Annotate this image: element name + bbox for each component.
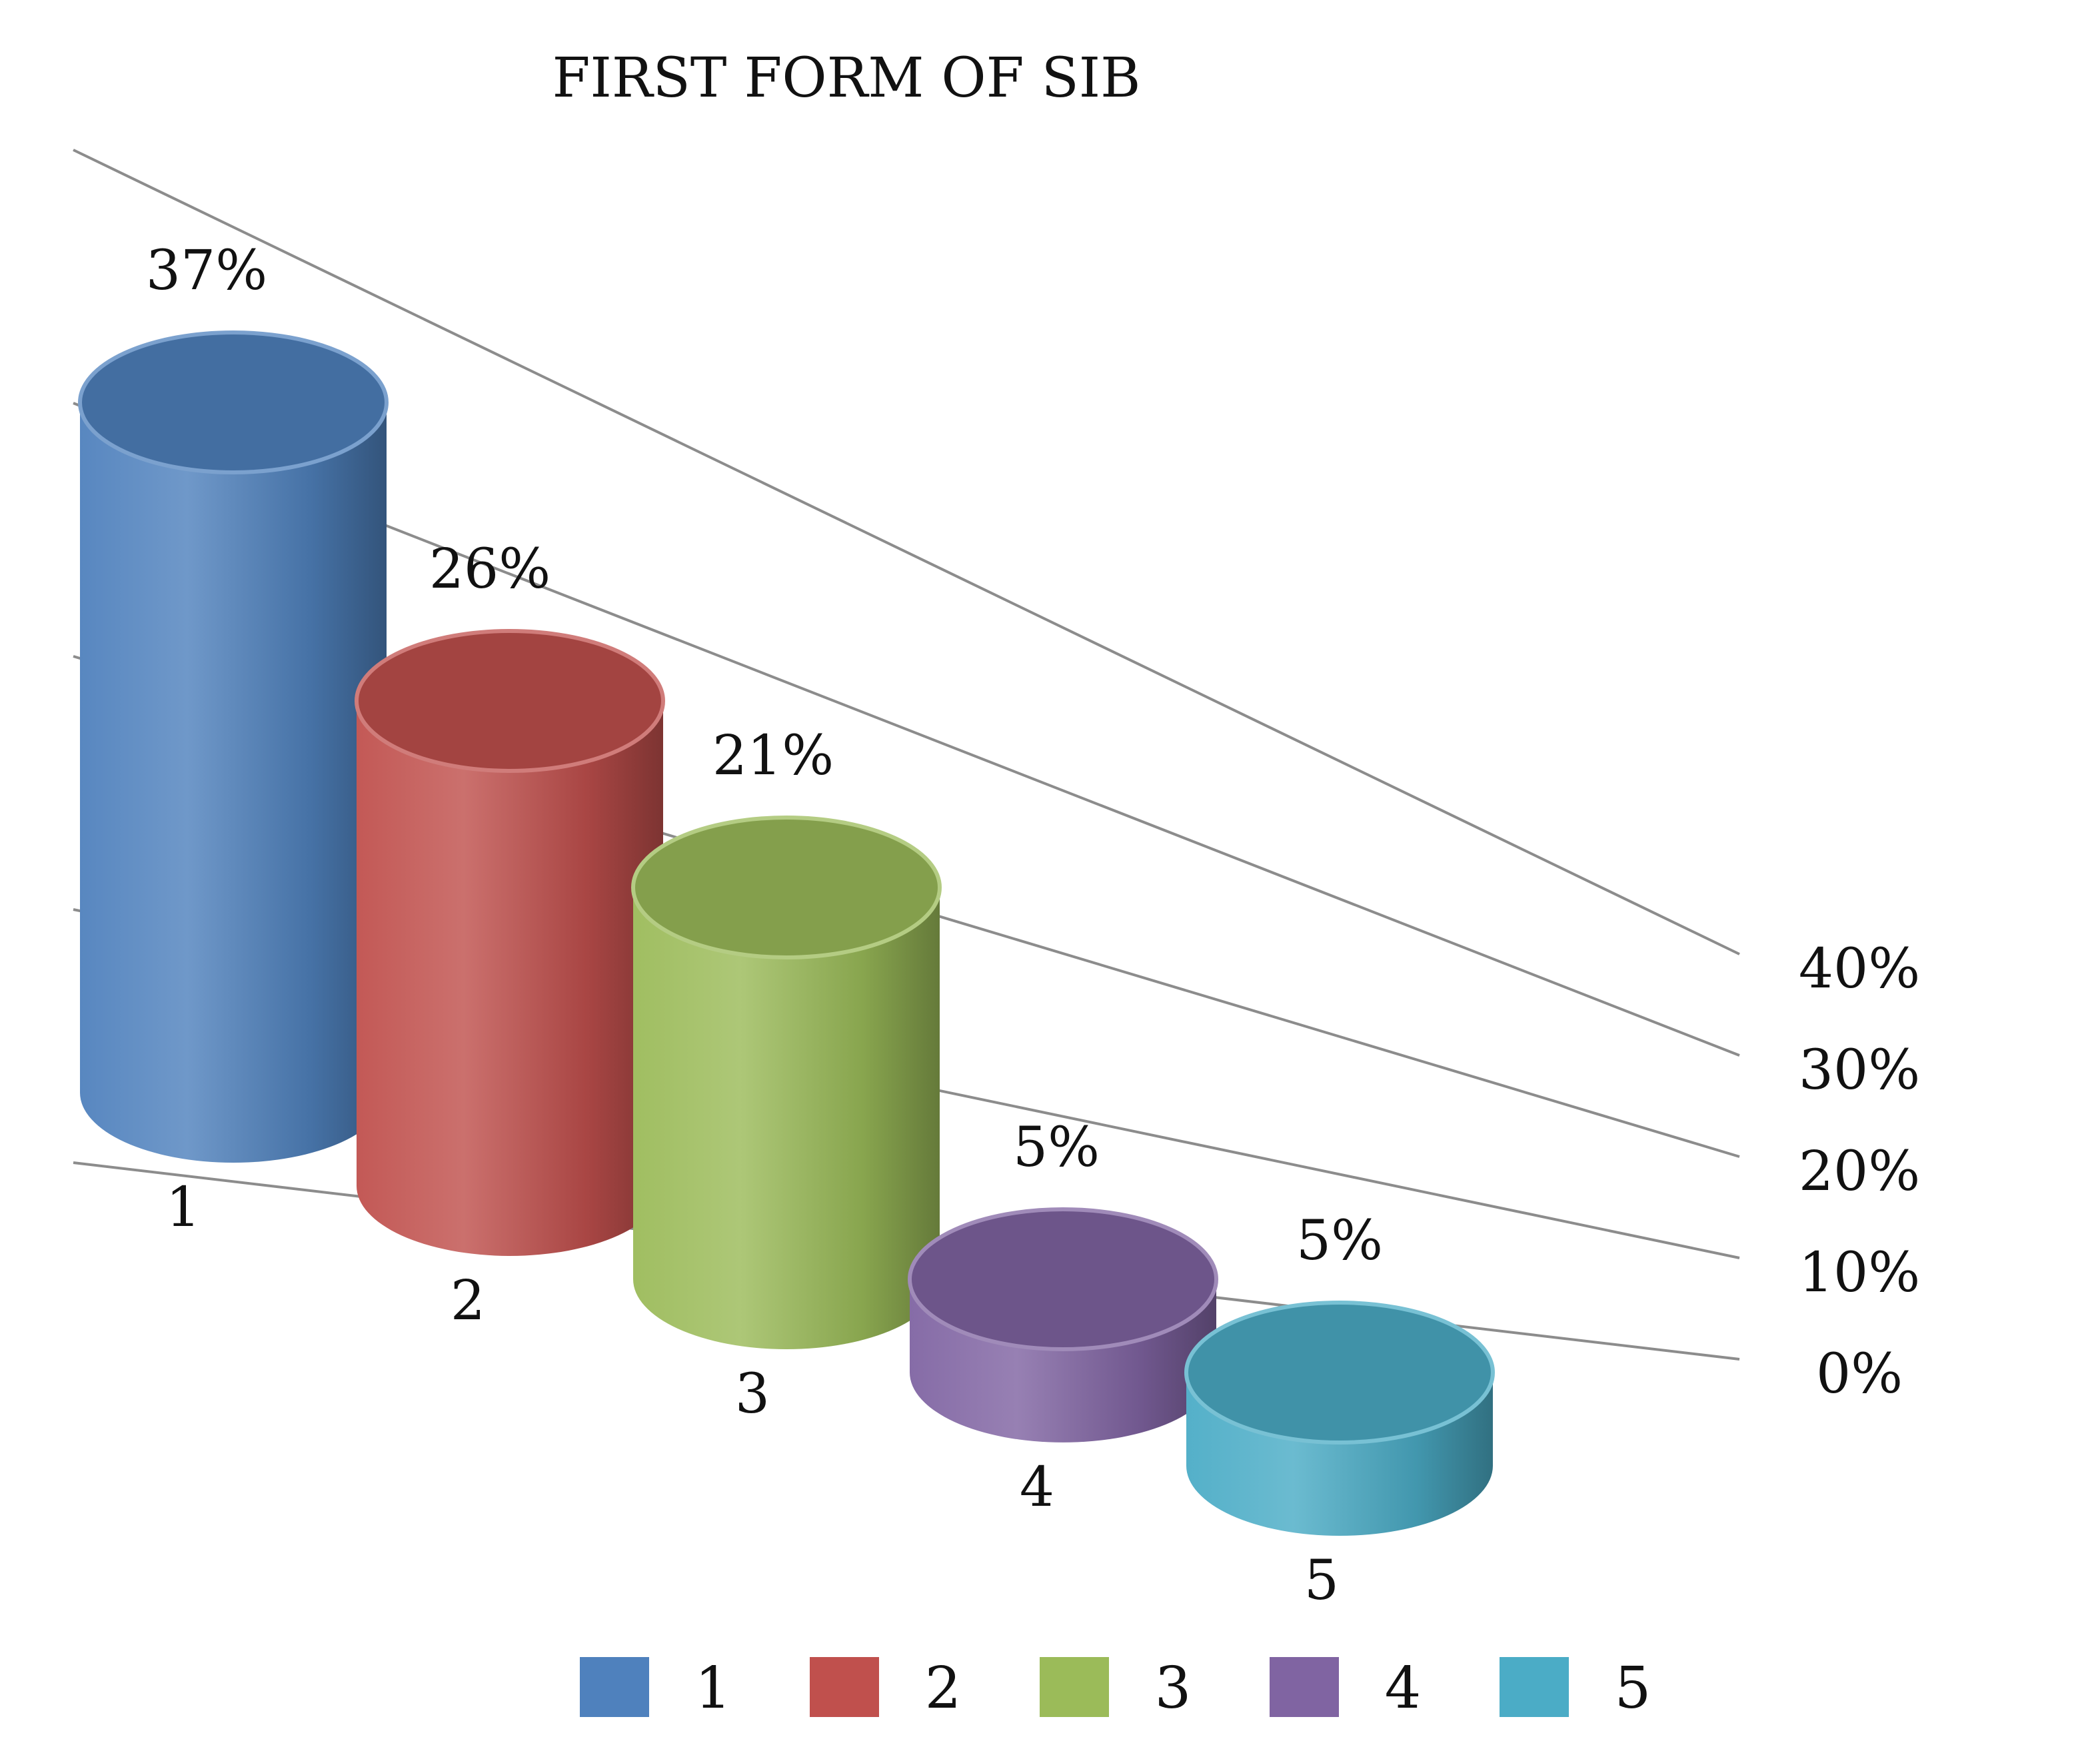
legend-swatch	[1040, 1657, 1109, 1717]
legend-swatch	[810, 1657, 879, 1717]
bars	[78, 330, 1495, 1536]
bar-top	[1184, 1301, 1495, 1445]
legend-swatch	[1270, 1657, 1339, 1717]
bar-1	[78, 330, 389, 1163]
category-label: 4	[1020, 1456, 1054, 1519]
legend: 1 2 3 4 5	[580, 1655, 1651, 1722]
data-label: 26%	[429, 538, 550, 601]
y-tick-label: 30%	[1799, 1039, 1920, 1102]
legend-swatch	[580, 1657, 649, 1717]
category-label: 2	[451, 1269, 485, 1333]
bar-body	[357, 701, 663, 1256]
data-label: 21%	[712, 724, 834, 788]
y-tick-label: 10%	[1799, 1241, 1920, 1305]
category-label: 1	[166, 1176, 201, 1239]
legend-item: 4	[1270, 1655, 1421, 1722]
legend-item: 3	[1040, 1655, 1191, 1722]
y-tick-label: 20%	[1799, 1140, 1920, 1203]
data-label: 37%	[146, 239, 267, 302]
y-tick-label: 40%	[1799, 937, 1920, 1001]
legend-label: 3	[1155, 1655, 1192, 1722]
chart-title: FIRST FORM OF SIB	[552, 47, 1141, 110]
y-tick-label: 0%	[1816, 1343, 1903, 1406]
data-label: 5%	[1296, 1209, 1383, 1273]
bar-top	[355, 629, 665, 773]
legend-label: 5	[1615, 1655, 1651, 1722]
bar-body	[633, 887, 940, 1349]
bar-top	[631, 816, 942, 959]
bar-2	[355, 629, 665, 1256]
legend-item: 1	[580, 1655, 731, 1722]
data-label: 5%	[1013, 1116, 1100, 1179]
gridline	[73, 149, 1740, 955]
category-labels: 1 2 3 4 5	[166, 1176, 1339, 1612]
legend-label: 2	[925, 1655, 962, 1722]
legend-item: 5	[1500, 1655, 1651, 1722]
data-labels: 37% 26% 21% 5% 5%	[146, 239, 1383, 1273]
y-axis-tick-labels: 0% 10% 20% 30% 40%	[1799, 937, 1920, 1406]
legend-swatch	[1500, 1657, 1569, 1717]
legend-item: 2	[810, 1655, 961, 1722]
bar-5	[1184, 1301, 1495, 1536]
legend-label: 1	[695, 1655, 732, 1722]
category-label: 5	[1304, 1549, 1339, 1612]
bar-top	[908, 1207, 1218, 1351]
category-label: 3	[735, 1363, 770, 1426]
bar-top	[78, 330, 389, 474]
bar-body	[80, 402, 387, 1163]
legend-label: 4	[1385, 1655, 1422, 1722]
bar-3	[631, 816, 942, 1349]
bar-4	[908, 1207, 1218, 1443]
